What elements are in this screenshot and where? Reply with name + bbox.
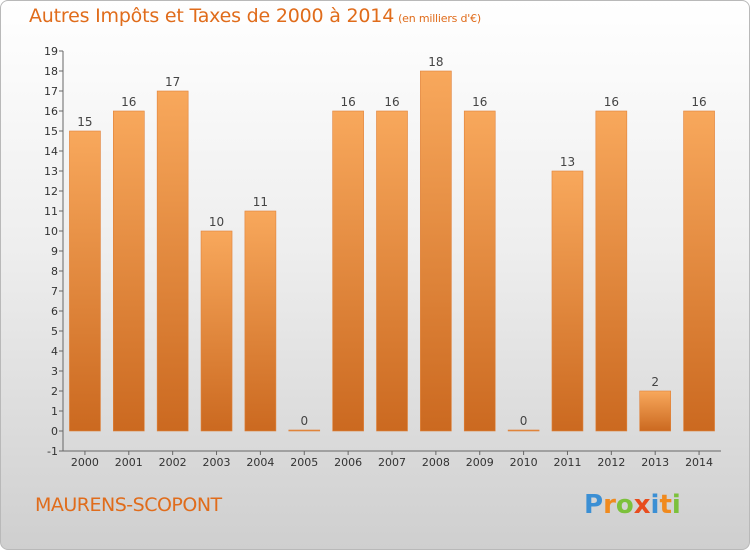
- bar-2013: [639, 390, 672, 432]
- x-tick-label: 2010: [510, 456, 538, 469]
- data-label: 16: [340, 95, 355, 109]
- x-tick-label: 2004: [246, 456, 274, 469]
- bars-layer: 15 16 17 10 11 0 16 16 18 16 0 13 16 2 16: [69, 55, 715, 432]
- bar-2003: [200, 230, 233, 432]
- bar-2010: [507, 429, 540, 432]
- y-tick-label: 14: [44, 145, 58, 158]
- x-tick-label: 2014: [685, 456, 713, 469]
- data-label: 16: [604, 95, 619, 109]
- logo-letter: r: [603, 490, 616, 520]
- bar-2004: [244, 210, 277, 432]
- x-tick-label: 2002: [159, 456, 187, 469]
- data-label: 15: [77, 115, 92, 129]
- chart-unit: (en milliers d'€): [398, 12, 481, 25]
- y-tick-label: 19: [44, 45, 58, 58]
- logo-letter: o: [615, 490, 634, 520]
- y-tick-label: 1: [51, 405, 58, 418]
- bar-2009: [463, 110, 496, 432]
- title-text: Autres Impôts et Taxes de 2000 à 2014: [29, 5, 395, 27]
- y-tick-label: 12: [44, 185, 58, 198]
- data-label: 11: [253, 195, 268, 209]
- y-tick-label: 0: [51, 425, 58, 438]
- y-tick-label: 7: [51, 285, 58, 298]
- logo-letter: t: [659, 490, 672, 520]
- x-tick-label: 2000: [71, 456, 99, 469]
- bar-2007: [376, 110, 408, 432]
- x-tick-label: 2005: [290, 456, 318, 469]
- x-tick-label: 2008: [422, 456, 450, 469]
- x-tick-label: 2007: [378, 456, 406, 469]
- bar-2014: [683, 110, 715, 432]
- x-tick-label: 2009: [466, 456, 494, 469]
- data-label: 2: [651, 375, 659, 389]
- x-tick-label: 2001: [115, 456, 143, 469]
- data-label: 17: [165, 75, 180, 89]
- y-tick-label: 10: [44, 225, 58, 238]
- data-label: 0: [300, 414, 308, 428]
- logo-letter: P: [584, 490, 604, 520]
- y-tick-label: 4: [51, 345, 58, 358]
- bar-2001: [113, 110, 145, 432]
- data-label: 16: [472, 95, 487, 109]
- x-tick-label: 2006: [334, 456, 362, 469]
- bar-2002: [156, 90, 189, 432]
- bar-2006: [332, 110, 364, 432]
- logo-letter: x: [633, 490, 651, 520]
- y-tick-label: -1: [47, 445, 58, 458]
- bar-2005: [288, 429, 321, 432]
- y-tick-label: 8: [51, 265, 58, 278]
- y-tick-label: 15: [44, 125, 58, 138]
- y-tick-label: 6: [51, 305, 58, 318]
- bar-2000: [69, 130, 101, 432]
- data-label: 18: [428, 55, 443, 69]
- bar-2011: [551, 170, 584, 432]
- x-tick-label: 2011: [553, 456, 581, 469]
- chart-title: Autres Impôts et Taxes de 2000 à 2014 (en…: [29, 5, 481, 27]
- data-label: 13: [560, 155, 575, 169]
- bar-2008: [420, 70, 452, 432]
- data-label: 10: [209, 215, 224, 229]
- x-tick-label: 2013: [641, 456, 669, 469]
- logo-letter: i: [671, 490, 681, 520]
- logo-letter: i: [650, 490, 660, 520]
- y-tick-label: 5: [51, 325, 58, 338]
- y-tick-label: 3: [51, 365, 58, 378]
- y-tick-label: 13: [44, 165, 58, 178]
- data-label: 0: [520, 414, 528, 428]
- proxiti-logo: Proxiti: [584, 490, 681, 520]
- data-label: 16: [384, 95, 399, 109]
- x-tick-label: 2012: [597, 456, 625, 469]
- data-label: 16: [121, 95, 136, 109]
- y-tick-label: 9: [51, 245, 58, 258]
- y-tick-label: 11: [44, 205, 58, 218]
- commune-name: MAURENS-SCOPONT: [35, 494, 222, 516]
- y-tick-label: 18: [44, 65, 58, 78]
- y-tick-label: 17: [44, 85, 58, 98]
- data-label: 16: [691, 95, 706, 109]
- x-tick-label: 2003: [203, 456, 231, 469]
- y-tick-label: 2: [51, 385, 58, 398]
- y-tick-label: 16: [44, 105, 58, 118]
- bar-2012: [595, 110, 628, 432]
